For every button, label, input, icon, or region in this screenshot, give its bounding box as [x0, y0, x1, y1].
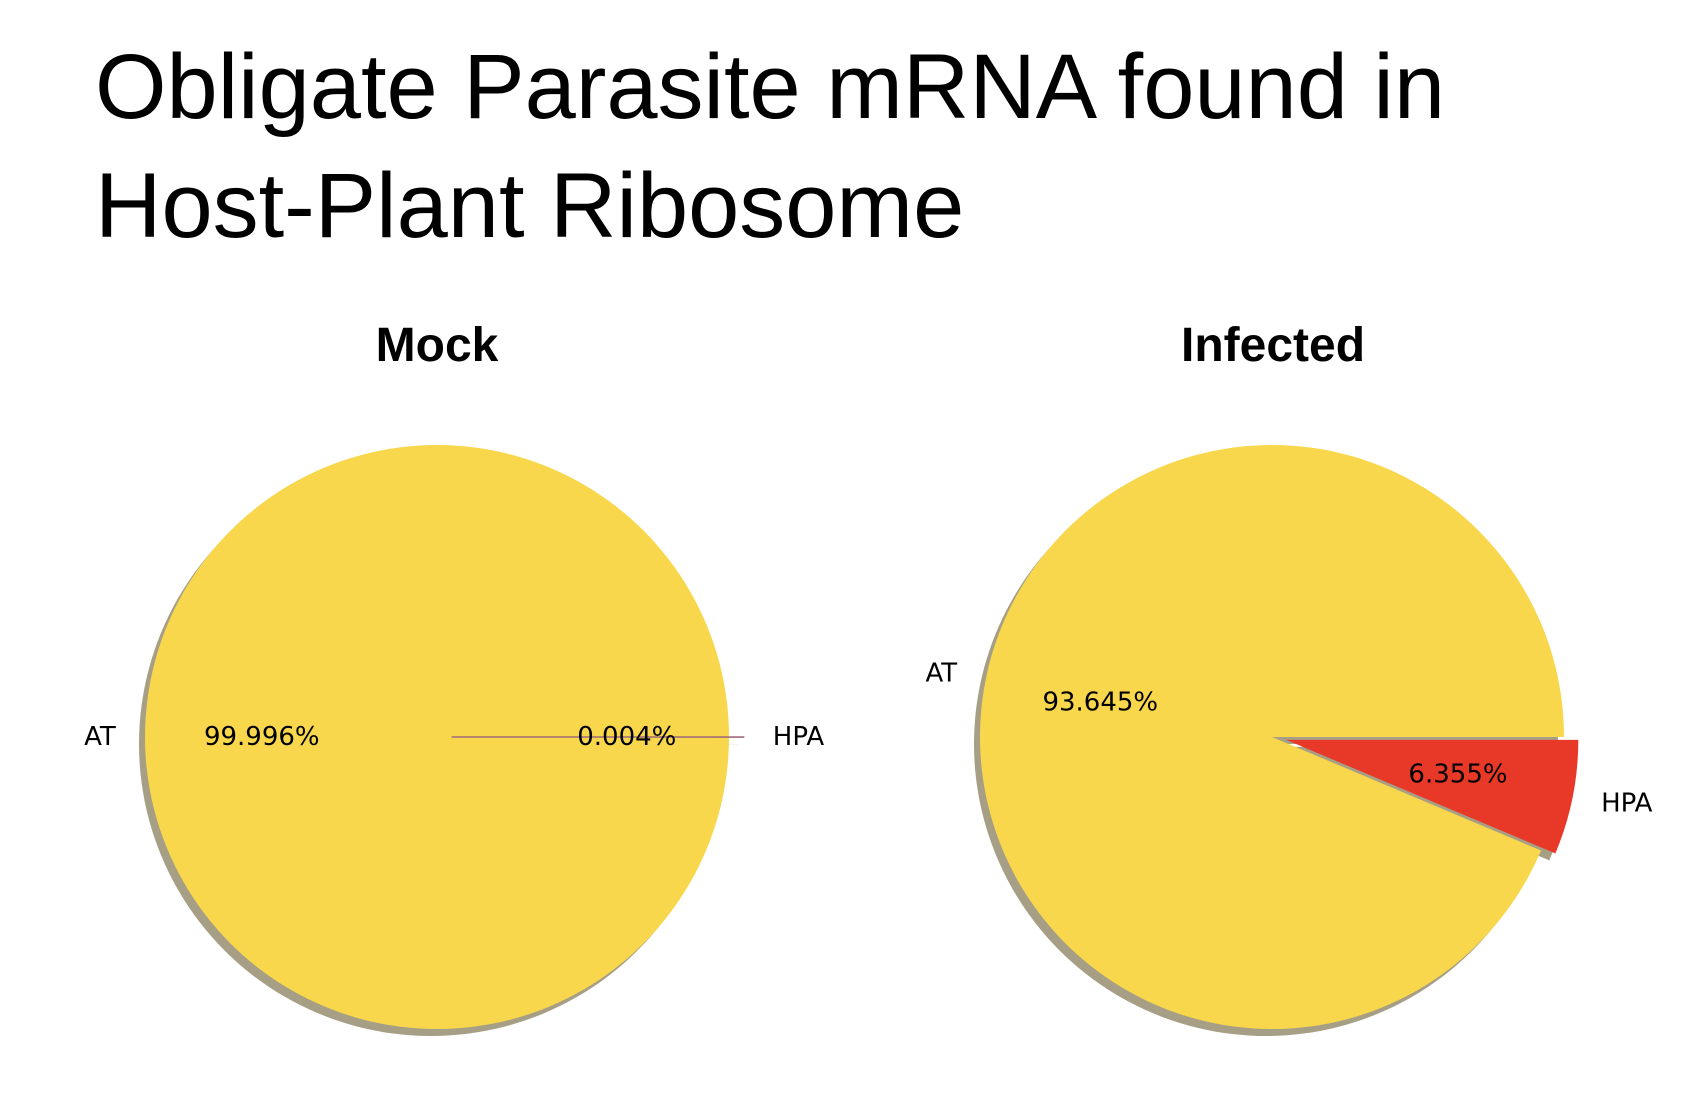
pie-category-label-hpa: HPA: [1601, 789, 1653, 819]
pie-category-label-hpa: HPA: [773, 722, 825, 752]
slide-title-line-2: Host-Plant Ribosome: [95, 155, 965, 257]
chart-title-infected: Infected: [1180, 319, 1366, 372]
slide-title: Obligate Parasite mRNA found in Host-Pla…: [95, 28, 1655, 266]
pie-category-label-at: AT: [926, 658, 958, 688]
pie-category-label-at: AT: [84, 722, 116, 752]
pie-value-label-hpa: 0.004%: [577, 722, 676, 752]
slide-title-line-1: Obligate Parasite mRNA found in: [95, 36, 1446, 138]
pie-value-label-hpa: 6.355%: [1408, 760, 1507, 790]
chart-title-mock: Mock: [375, 319, 499, 372]
pie-chart-infected: AT 93.645% HPA 6.355%: [926, 444, 1653, 1036]
pie-chart-mock: AT 99.996% HPA 0.004%: [84, 445, 825, 1037]
pie-slice-at[interactable]: [145, 445, 729, 1030]
pie-slice-hpa[interactable]: [1286, 739, 1579, 854]
pie-value-label-at: 99.996%: [204, 722, 320, 752]
pie-slice-at[interactable]: [980, 444, 1564, 1029]
pie-value-label-at: 93.645%: [1042, 687, 1158, 717]
